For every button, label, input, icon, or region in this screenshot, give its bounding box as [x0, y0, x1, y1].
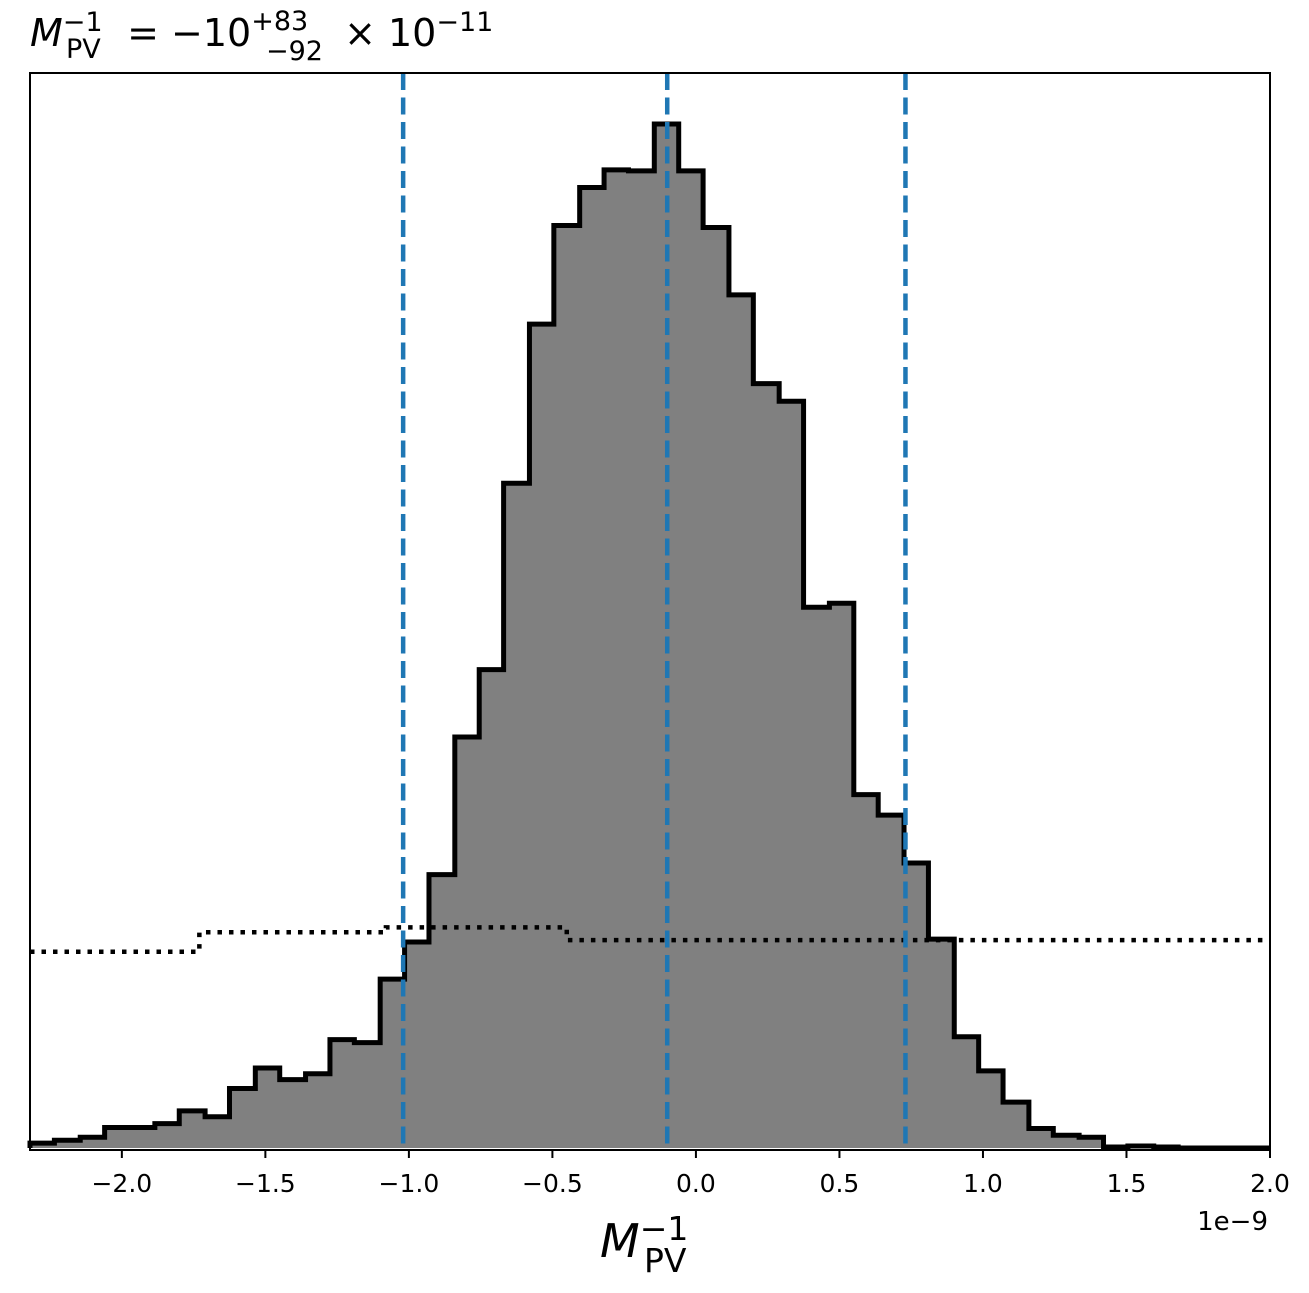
histogram-bar: [553, 225, 581, 1148]
histogram-bar: [179, 1110, 206, 1148]
x-tick-label: 0.5: [820, 1169, 860, 1198]
histogram-bar: [728, 294, 754, 1149]
chart-title: M−1 PV = −10+83 −92 × 10−11: [30, 6, 493, 67]
histogram-bar: [529, 324, 555, 1148]
histogram-bar: [829, 603, 855, 1148]
histogram-bar: [229, 1088, 256, 1148]
histogram-bar: [205, 1116, 230, 1148]
histogram-bar: [753, 383, 780, 1148]
histogram-bar: [154, 1123, 180, 1148]
x-tick-label: 2.0: [1250, 1169, 1290, 1198]
histogram-bar: [1079, 1137, 1104, 1148]
prior-line: [30, 925, 1270, 955]
histogram-bar: [503, 483, 530, 1148]
histogram-bar: [428, 874, 456, 1148]
histogram-bar: [104, 1127, 130, 1148]
histogram-bar: [255, 1067, 281, 1148]
plot-layer: [27, 73, 1270, 1151]
histogram-bar: [454, 737, 480, 1148]
histogram-bar: [853, 794, 879, 1148]
x-tick-label: 1.5: [1107, 1169, 1147, 1198]
histogram-bar: [628, 170, 655, 1148]
histogram-bar: [329, 1039, 355, 1148]
x-tick-label: −0.5: [522, 1169, 583, 1198]
x-axis-label: M−1 PV: [600, 1209, 688, 1280]
histogram-bar: [928, 939, 955, 1148]
histogram-bar: [80, 1137, 106, 1148]
histogram-bar: [305, 1073, 331, 1148]
histogram-bar: [703, 227, 730, 1149]
histogram-bar: [803, 607, 830, 1148]
x-tick-label: −1.5: [235, 1169, 296, 1198]
x-axis-ticks: −2.0 −1.5 −1.0 −0.5 0.0 0.5 1.0 1.5 2.0: [91, 1150, 1290, 1198]
histogram-bar: [1028, 1128, 1054, 1148]
histogram-bar: [1003, 1102, 1030, 1148]
axes-frame: [29, 72, 1271, 1151]
histogram-bar: [579, 187, 605, 1148]
histogram-bar: [479, 669, 505, 1148]
histogram-bar: [279, 1079, 306, 1148]
histogram-bar: [878, 815, 905, 1148]
histogram-bar: [954, 1036, 980, 1148]
histogram-bar: [54, 1140, 81, 1148]
histogram-bar: [129, 1127, 156, 1148]
x-tick-label: −1.0: [379, 1169, 440, 1198]
histogram-bar: [779, 401, 804, 1148]
histogram-bar: [978, 1070, 1004, 1148]
x-axis-offset-label: 1e−9: [1197, 1207, 1268, 1237]
x-tick-label: 0.0: [676, 1169, 716, 1198]
x-tick-label: 1.0: [963, 1169, 1003, 1198]
histogram-outline: [27, 121, 1270, 1151]
histogram-bar: [678, 170, 704, 1148]
histogram-bar: [904, 862, 929, 1148]
histogram-bar: [604, 169, 629, 1148]
histogram-bar: [380, 979, 405, 1148]
x-tick-label: −2.0: [91, 1169, 152, 1198]
histogram-bar: [404, 942, 430, 1148]
histogram-bar: [354, 1042, 381, 1148]
histogram-bar: [1053, 1135, 1080, 1148]
